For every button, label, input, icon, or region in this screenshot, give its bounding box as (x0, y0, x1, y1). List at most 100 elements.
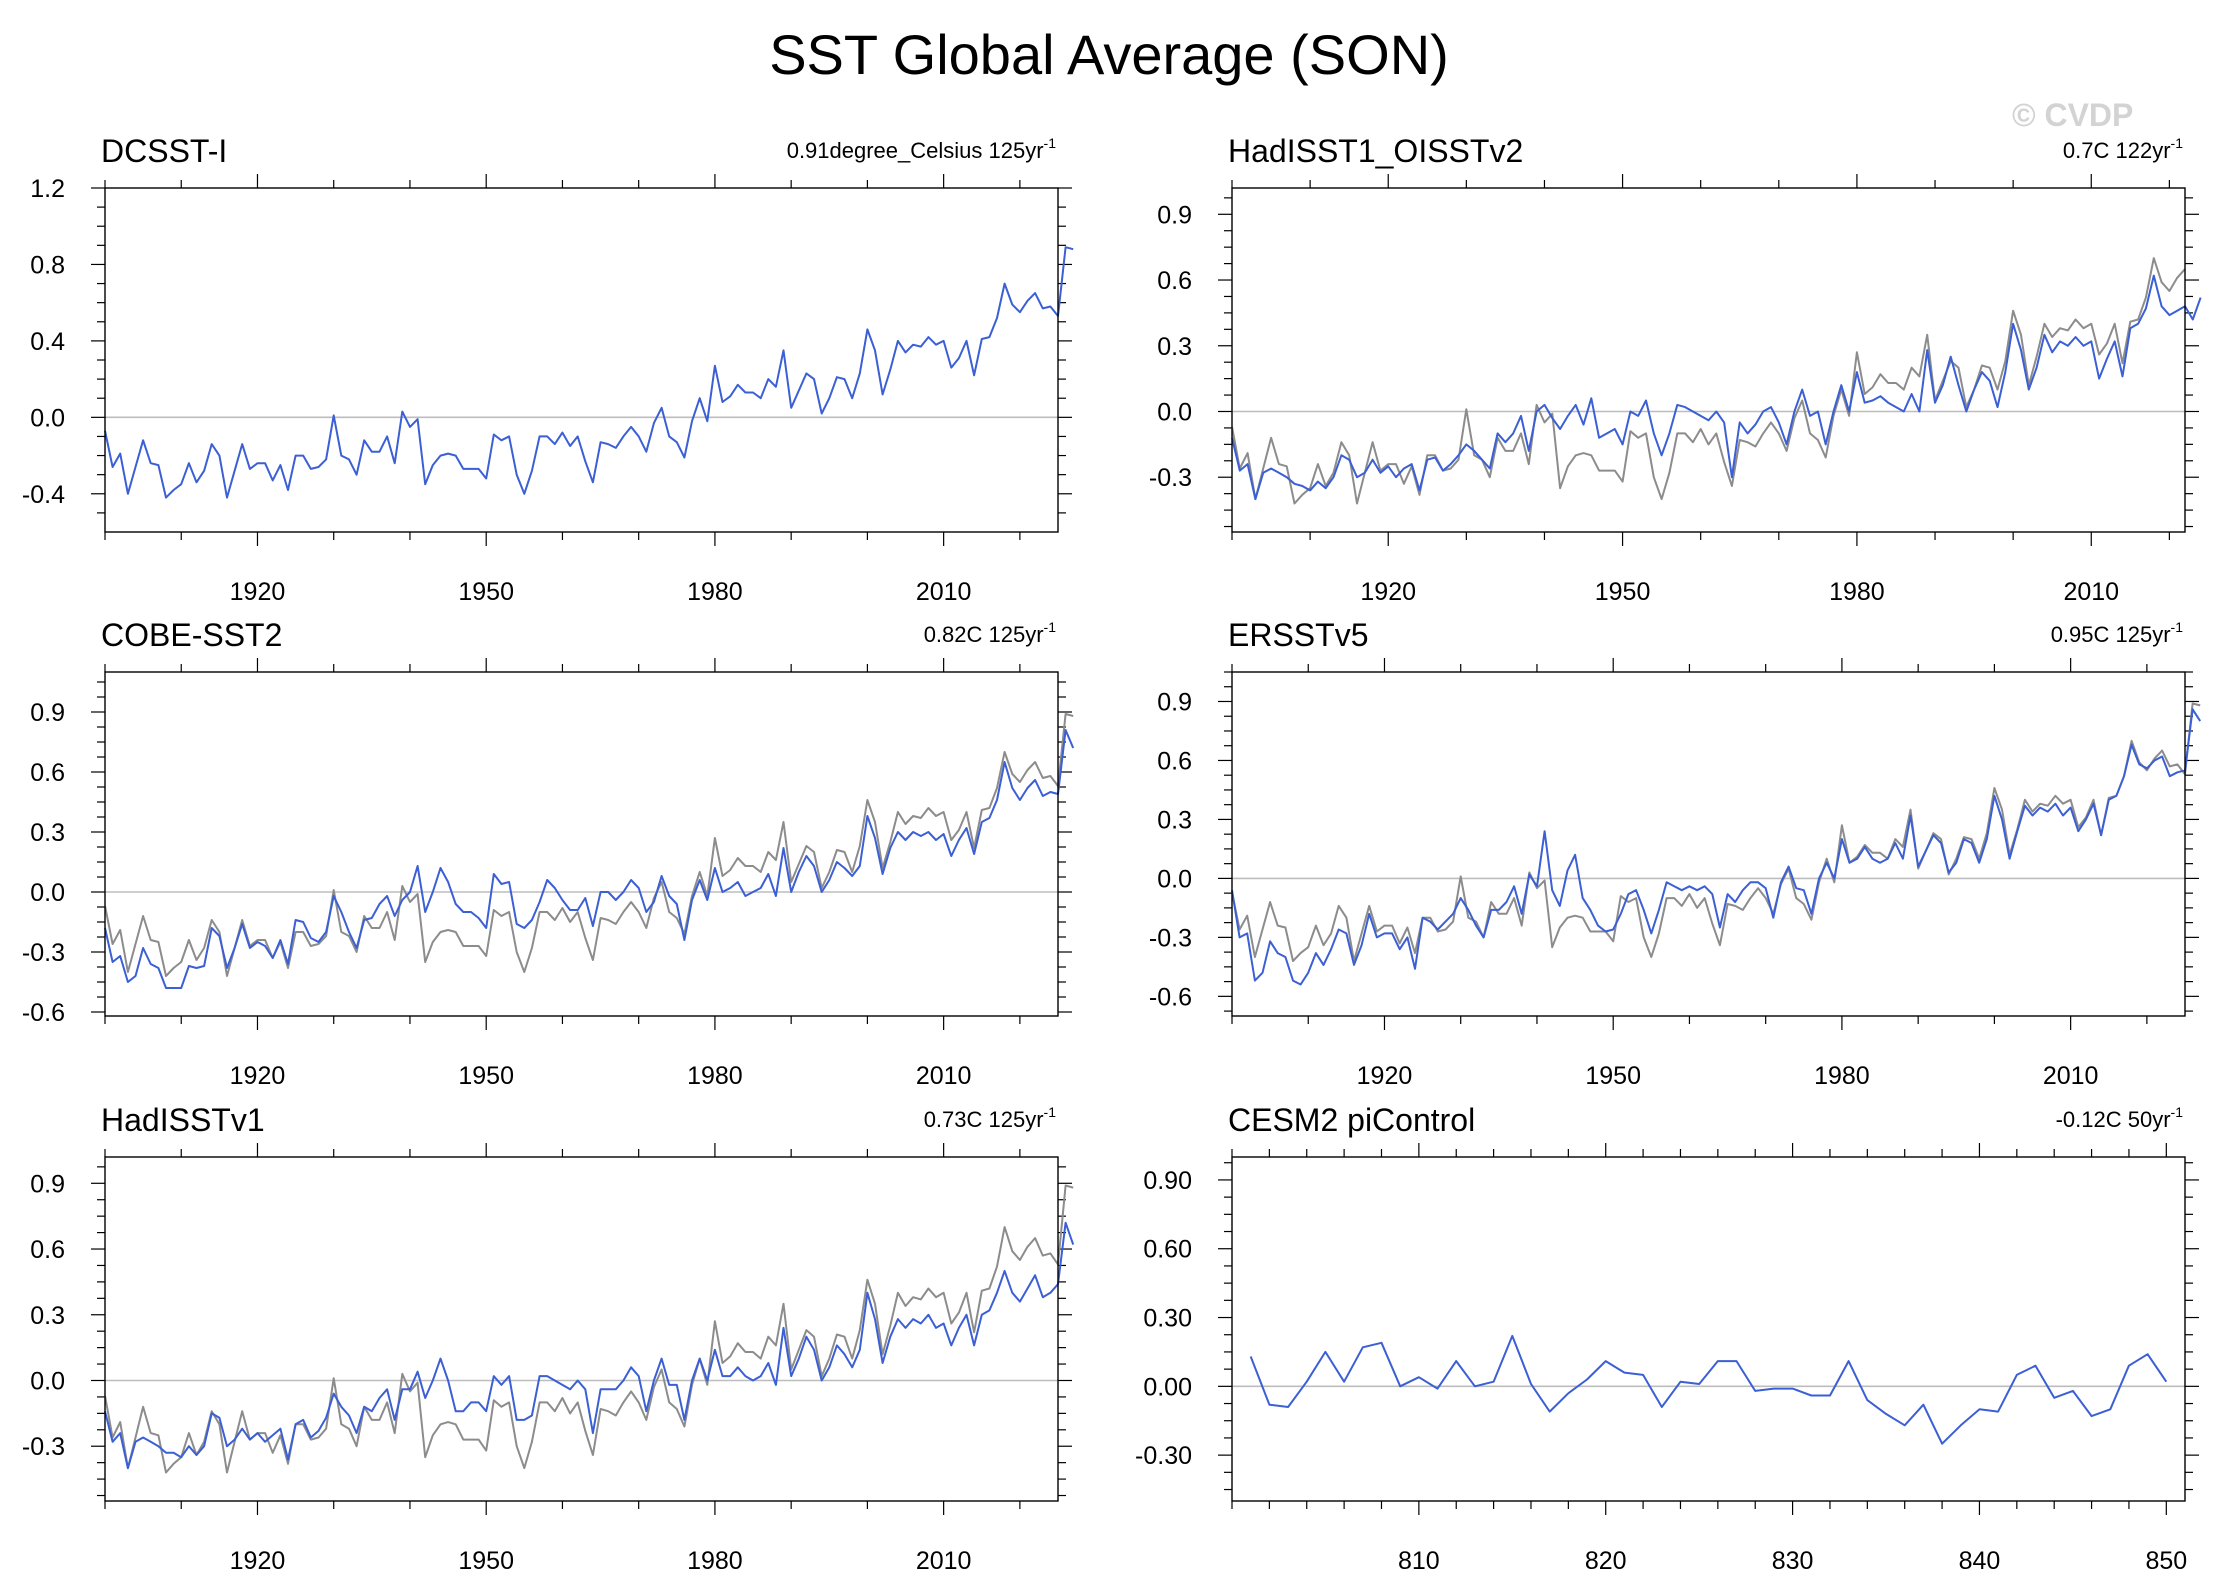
x-tick-label: 1950 (1595, 578, 1651, 606)
y-tick-label: 0.30 (1143, 1305, 1192, 1333)
y-tick-label: -0.6 (22, 999, 65, 1027)
trend-label: 0.95C 125yr-1 (2051, 619, 2184, 647)
y-tick-label: 1.2 (30, 175, 65, 203)
y-tick-label: -0.4 (22, 481, 65, 509)
x-tick-label: 1980 (1829, 578, 1885, 606)
series-line-reference (1231, 257, 2186, 505)
x-tick-label: 1920 (230, 1062, 286, 1090)
y-tick-label: 0.0 (30, 404, 65, 432)
y-tick-label: -0.3 (1149, 464, 1192, 492)
trend-label: 0.91degree_Celsius 125yr-1 (787, 135, 1057, 163)
y-tick-label: 0.6 (30, 1236, 65, 1264)
plot-frame (1231, 187, 2186, 533)
x-tick-label: 1950 (458, 1062, 514, 1090)
x-tick-label: 2010 (916, 578, 972, 606)
y-tick-label: 0.0 (30, 879, 65, 907)
x-tick-label: 1980 (1814, 1062, 1870, 1090)
y-tick-label: 0.9 (1157, 201, 1192, 229)
x-tick-label: 1920 (230, 578, 286, 606)
y-tick-label: 0.3 (30, 819, 65, 847)
x-tick-label: 2010 (2043, 1062, 2099, 1090)
trend-unit-sup: -1 (2171, 135, 2184, 151)
panel-3: COBE-SST2 0.82C 125yr-1 -0.6 -0.3 0.0 0.3 0.6 0… (22, 617, 1075, 1090)
x-tick-label: 1950 (1585, 1062, 1641, 1090)
y-tick-label: 0.3 (1157, 333, 1192, 361)
plot-frame (104, 187, 1059, 533)
series-line-observed (1231, 274, 2202, 501)
y-tick-label: 0.0 (1157, 398, 1192, 426)
y-tick-label: 0.8 (30, 251, 65, 279)
x-tick-label: 840 (1959, 1547, 2001, 1575)
panel-5: HadISSTv1 0.73C 125yr-1 -0.3 0.0 0.3 0.6 0.9 19… (22, 1102, 1075, 1575)
series-line-reference (104, 1184, 1074, 1474)
panel-2: HadISST1_OISSTv2 0.7C 122yr-1 -0.3 0.0 0.3 0.… (1149, 133, 2202, 606)
trend-unit-sup: -1 (2171, 1104, 2184, 1120)
y-tick-label: -0.3 (1149, 924, 1192, 952)
x-tick-label: 2010 (916, 1547, 972, 1575)
series-line-observed (104, 246, 1074, 499)
trend-label: 0.7C 122yr-1 (2063, 135, 2183, 163)
panel-title: HadISST1_OISSTv2 (1228, 133, 1523, 169)
x-tick-label: 1920 (230, 1547, 286, 1575)
y-tick-label: 0.6 (30, 759, 65, 787)
trend-unit-sup: -1 (1044, 135, 1057, 151)
x-tick-label: 1950 (458, 1547, 514, 1575)
x-tick-label: 1980 (687, 1547, 743, 1575)
y-tick-label: 0.4 (30, 328, 65, 356)
series-line-observed (104, 1221, 1075, 1470)
plot-frame (1231, 1156, 2186, 1502)
y-tick-label: 0.00 (1143, 1373, 1192, 1401)
trend-value: 0.73C 125yr (924, 1107, 1044, 1132)
trend-value: 0.95C 125yr (2051, 622, 2171, 647)
plot-frame (104, 671, 1059, 1017)
panel-6: CESM2 piControl -0.12C 50yr-1 -0.30 0.00 0.3… (1135, 1102, 2199, 1575)
panel-title: HadISSTv1 (101, 1102, 265, 1138)
series-line-reference (1231, 702, 2201, 962)
x-tick-label: 1920 (1357, 1062, 1413, 1090)
trend-label: 0.73C 125yr-1 (924, 1104, 1057, 1132)
x-tick-label: 2010 (916, 1062, 972, 1090)
x-tick-label: 2010 (2063, 578, 2119, 606)
y-tick-label: 0.9 (30, 699, 65, 727)
series-line-observed (1231, 708, 2202, 986)
y-tick-label: -0.6 (1149, 983, 1192, 1011)
x-tick-label: 810 (1398, 1547, 1440, 1575)
y-tick-label: 0.9 (30, 1170, 65, 1198)
panel-4: ERSSTv5 0.95C 125yr-1 -0.6 -0.3 0.0 0.3 0.6 0.9… (1149, 617, 2202, 1090)
trend-unit-sup: -1 (1044, 619, 1057, 635)
watermark-cvdp: © CVDP (2012, 97, 2133, 133)
y-tick-label: 0.90 (1143, 1167, 1192, 1195)
panel-title: ERSSTv5 (1228, 617, 1368, 653)
y-tick-label: -0.3 (22, 939, 65, 967)
y-tick-label: 0.9 (1157, 688, 1192, 716)
x-tick-label: 850 (2145, 1547, 2187, 1575)
panel-title: CESM2 piControl (1228, 1102, 1475, 1138)
panel-1: DCSST-I 0.91degree_Celsius 125yr-1 -0.4 0.0… (22, 133, 1074, 606)
x-tick-label: 1980 (687, 1062, 743, 1090)
x-tick-label: 820 (1585, 1547, 1627, 1575)
trend-value: 0.7C 122yr (2063, 138, 2171, 163)
y-tick-label: 0.3 (1157, 806, 1192, 834)
y-tick-label: 0.3 (30, 1302, 65, 1330)
y-tick-label: 0.60 (1143, 1236, 1192, 1264)
x-tick-label: 1950 (458, 578, 514, 606)
trend-unit-sup: -1 (1044, 1104, 1057, 1120)
plot-frame (104, 1156, 1059, 1502)
trend-label: 0.82C 125yr-1 (924, 619, 1057, 647)
trend-value: -0.12C 50yr (2056, 1107, 2171, 1132)
y-tick-label: 0.6 (1157, 267, 1192, 295)
y-tick-label: -0.3 (22, 1433, 65, 1461)
panels-container: DCSST-I 0.91degree_Celsius 125yr-1-0.40.0… (22, 133, 2202, 1575)
plot-frame (1231, 671, 2186, 1017)
series-line-reference (104, 713, 1074, 977)
main-title: SST Global Average (SON) (769, 23, 1449, 86)
trend-value: 0.91degree_Celsius 125yr (787, 138, 1044, 163)
x-tick-label: 830 (1772, 1547, 1814, 1575)
y-tick-label: -0.30 (1135, 1442, 1192, 1470)
trend-unit-sup: -1 (2171, 619, 2184, 635)
series-line-observed (1249, 1334, 2168, 1445)
series-line-observed (104, 729, 1075, 989)
y-tick-label: 0.0 (1157, 865, 1192, 893)
panel-title: DCSST-I (101, 133, 227, 169)
